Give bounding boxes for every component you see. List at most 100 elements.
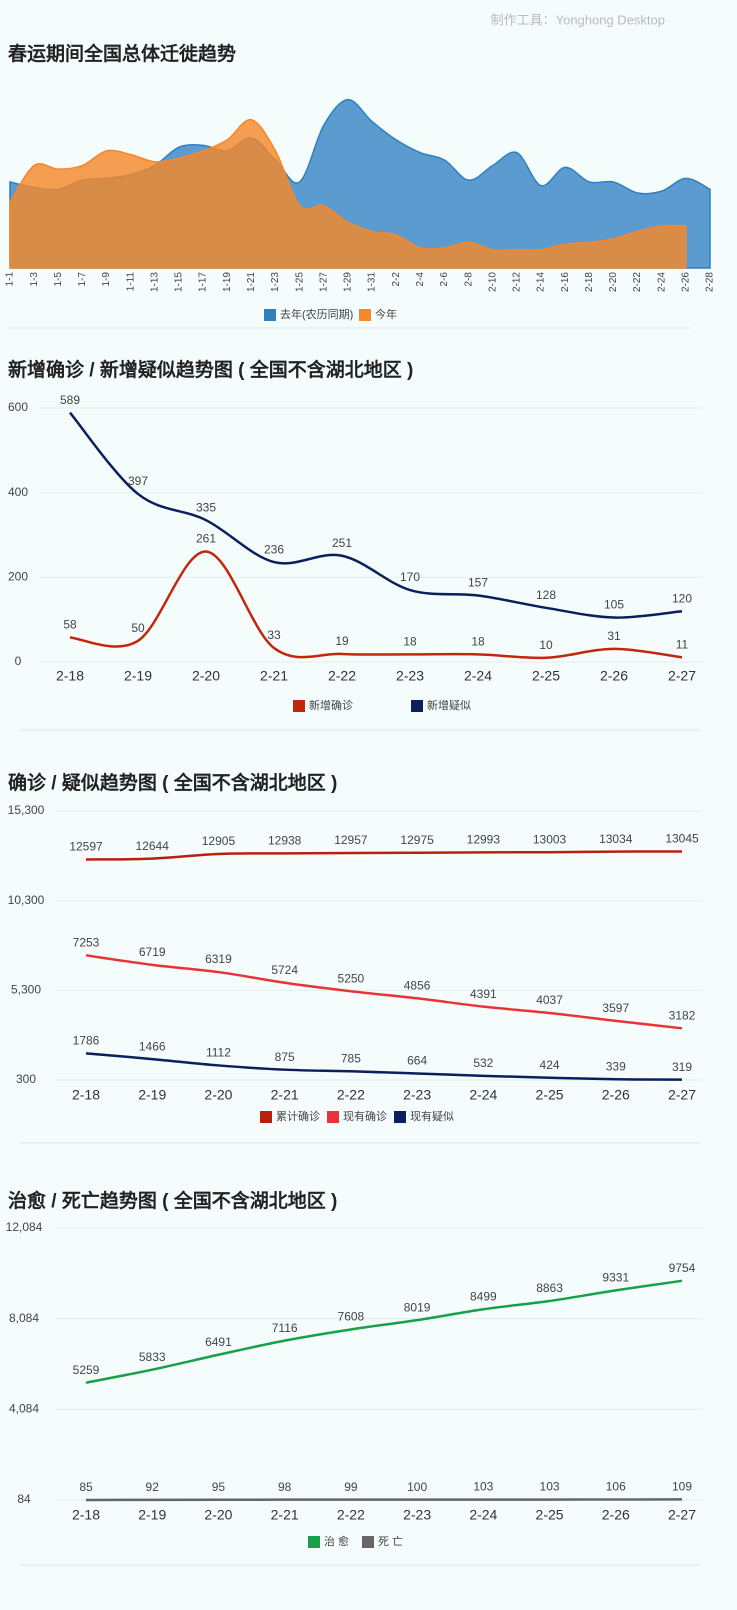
chart-title: 新增确诊 / 新增疑似趋势图 ( 全国不含湖北地区 ) <box>8 358 413 381</box>
y-tick-label: 12,084 <box>6 1220 43 1234</box>
x-tick-label: 2-24 <box>464 668 492 684</box>
x-tick-label: 2-22 <box>632 272 643 292</box>
x-tick-label: 2-19 <box>124 668 152 684</box>
data-label: 6491 <box>205 1335 232 1349</box>
x-tick-label: 2-12 <box>512 272 523 292</box>
line <box>85 1052 683 1081</box>
data-label: 58 <box>63 618 77 632</box>
x-tick-label: 2-20 <box>204 1507 232 1523</box>
data-label: 157 <box>468 576 488 590</box>
x-tick-label: 2-22 <box>328 668 356 684</box>
data-label: 6319 <box>205 952 232 966</box>
y-tick-label: 5,300 <box>11 983 41 997</box>
data-label: 12938 <box>268 834 302 848</box>
x-tick-label: 2-26 <box>602 1507 630 1523</box>
data-label: 13003 <box>533 832 567 846</box>
legend-swatch <box>327 1111 339 1123</box>
x-tick-label: 2-24 <box>469 1507 497 1523</box>
x-tick-label: 2-22 <box>337 1087 365 1103</box>
x-tick-label: 2-6 <box>439 272 450 287</box>
x-tick-label: 2-25 <box>536 1087 564 1103</box>
y-tick-label: 0 <box>15 654 22 668</box>
data-label: 50 <box>131 621 145 635</box>
legend-label: 现有确诊 <box>343 1109 387 1123</box>
y-tick-label: 300 <box>16 1072 36 1086</box>
x-tick-label: 1-13 <box>149 272 160 292</box>
data-label: 589 <box>60 393 80 407</box>
data-label: 18 <box>471 635 485 649</box>
data-label: 6719 <box>139 945 166 959</box>
data-label: 98 <box>278 1480 292 1494</box>
x-tick-label: 2-21 <box>271 1087 299 1103</box>
data-label: 236 <box>264 542 284 556</box>
x-tick-label: 2-23 <box>403 1087 431 1103</box>
line <box>85 1279 683 1384</box>
x-tick-label: 1-25 <box>294 272 305 292</box>
data-label: 1112 <box>206 1046 231 1060</box>
y-tick-label: 200 <box>8 570 28 584</box>
data-label: 170 <box>400 570 420 584</box>
data-label: 7116 <box>272 1321 298 1335</box>
x-tick-label: 2-27 <box>668 1087 696 1103</box>
x-tick-label: 2-18 <box>584 272 595 292</box>
x-tick-label: 2-24 <box>469 1087 497 1103</box>
x-tick-label: 2-27 <box>668 668 696 684</box>
legend-label: 累计确诊 <box>276 1109 320 1123</box>
data-label: 3597 <box>602 1001 629 1015</box>
x-tick-label: 2-25 <box>532 668 560 684</box>
data-label: 13045 <box>665 832 699 846</box>
data-label: 103 <box>540 1480 560 1494</box>
x-tick-label: 2-16 <box>560 272 571 292</box>
data-label: 120 <box>672 591 692 605</box>
data-label: 9754 <box>669 1261 696 1275</box>
data-label: 664 <box>407 1054 427 1068</box>
data-label: 339 <box>606 1059 626 1073</box>
data-label: 12597 <box>69 840 103 854</box>
x-tick-label: 1-19 <box>222 272 233 292</box>
data-label: 92 <box>146 1480 160 1494</box>
data-label: 319 <box>672 1060 692 1074</box>
data-label: 106 <box>606 1480 626 1494</box>
data-label: 8863 <box>536 1281 563 1295</box>
data-label: 85 <box>79 1480 93 1494</box>
data-label: 4856 <box>404 978 431 992</box>
data-label: 99 <box>344 1480 358 1494</box>
data-label: 7608 <box>338 1310 365 1324</box>
x-tick-label: 1-7 <box>77 272 88 287</box>
data-label: 8499 <box>470 1289 497 1303</box>
data-label: 10 <box>539 638 553 652</box>
data-label: 1786 <box>73 1034 100 1048</box>
chart-title: 春运期间全国总体迁徙趋势 <box>8 42 236 65</box>
x-tick-label: 1-21 <box>246 272 257 292</box>
x-tick-label: 2-20 <box>204 1087 232 1103</box>
y-tick-label: 10,300 <box>8 893 45 907</box>
line <box>85 954 683 1030</box>
x-tick-label: 2-20 <box>192 668 220 684</box>
x-tick-label: 2-18 <box>56 668 84 684</box>
x-tick-label: 2-23 <box>403 1507 431 1523</box>
x-tick-label: 2-10 <box>487 272 498 292</box>
x-tick-label: 2-18 <box>72 1507 100 1523</box>
line <box>69 550 683 660</box>
data-label: 33 <box>267 628 281 642</box>
x-tick-label: 2-21 <box>260 668 288 684</box>
legend-label: 死 亡 <box>378 1534 403 1548</box>
x-tick-label: 2-22 <box>337 1507 365 1523</box>
x-tick-label: 2-19 <box>138 1507 166 1523</box>
y-tick-label: 84 <box>17 1492 31 1506</box>
data-label: 7253 <box>73 935 100 949</box>
legend-swatch <box>264 309 276 321</box>
data-label: 5724 <box>271 963 298 977</box>
x-tick-label: 2-25 <box>536 1507 564 1523</box>
data-label: 31 <box>607 629 621 643</box>
line <box>85 1498 683 1502</box>
legend-swatch <box>308 1536 320 1548</box>
x-tick-label: 2-21 <box>271 1507 299 1523</box>
legend-swatch <box>260 1111 272 1123</box>
x-tick-label: 2-19 <box>138 1087 166 1103</box>
data-label: 11 <box>676 638 689 652</box>
data-label: 12975 <box>400 833 434 847</box>
x-tick-label: 2-8 <box>463 272 474 287</box>
x-tick-label: 2-4 <box>415 272 426 287</box>
x-tick-label: 2-23 <box>396 668 424 684</box>
